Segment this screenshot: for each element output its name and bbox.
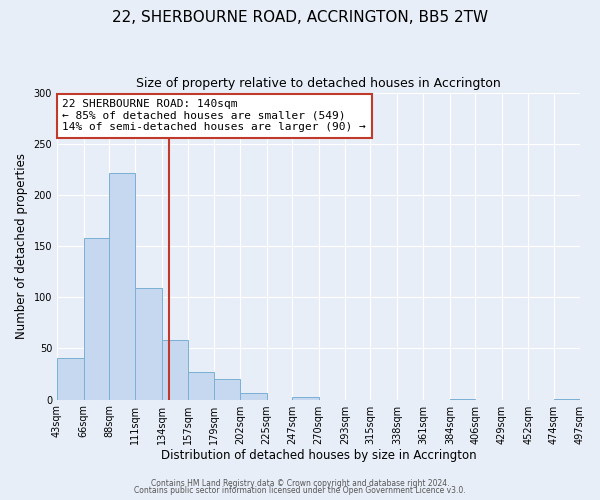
Bar <box>240 394 266 400</box>
Bar <box>450 398 475 400</box>
Text: Contains HM Land Registry data © Crown copyright and database right 2024.: Contains HM Land Registry data © Crown c… <box>151 478 449 488</box>
Text: Contains public sector information licensed under the Open Government Licence v3: Contains public sector information licen… <box>134 486 466 495</box>
Bar <box>554 398 580 400</box>
Bar <box>188 372 214 400</box>
Bar <box>83 238 109 400</box>
Title: Size of property relative to detached houses in Accrington: Size of property relative to detached ho… <box>136 78 501 90</box>
Y-axis label: Number of detached properties: Number of detached properties <box>15 154 28 340</box>
Bar <box>109 173 136 400</box>
Bar <box>57 358 83 400</box>
Bar <box>214 379 240 400</box>
Bar <box>136 288 162 400</box>
Bar <box>292 396 319 400</box>
Text: 22 SHERBOURNE ROAD: 140sqm
← 85% of detached houses are smaller (549)
14% of sem: 22 SHERBOURNE ROAD: 140sqm ← 85% of deta… <box>62 99 366 132</box>
Bar <box>162 340 188 400</box>
Text: 22, SHERBOURNE ROAD, ACCRINGTON, BB5 2TW: 22, SHERBOURNE ROAD, ACCRINGTON, BB5 2TW <box>112 10 488 25</box>
X-axis label: Distribution of detached houses by size in Accrington: Distribution of detached houses by size … <box>161 450 476 462</box>
